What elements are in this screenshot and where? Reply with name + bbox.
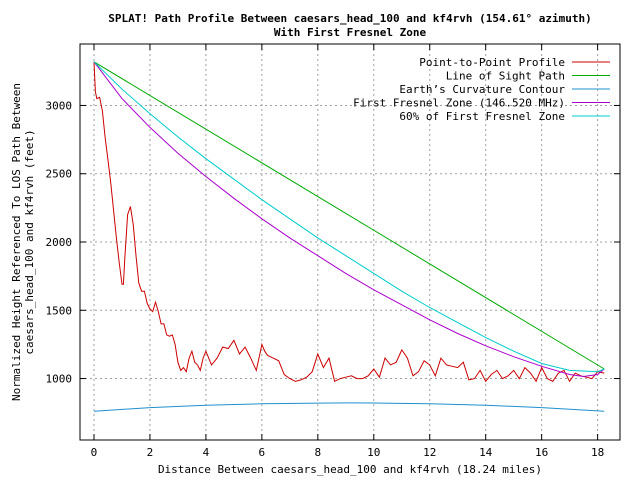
series-line-60-of-first-fresnel-zone	[93, 61, 605, 373]
legend-label: First Fresnel Zone (146.520 MHz)	[353, 97, 565, 110]
x-tick-label: 0	[91, 446, 98, 459]
legend-label: Line of Sight Path	[446, 70, 565, 83]
x-tick-label: 8	[315, 446, 322, 459]
y-tick-label: 1000	[46, 373, 73, 386]
x-tick-label: 12	[423, 446, 436, 459]
y-tick-label: 1500	[46, 304, 73, 317]
x-tick-label: 2	[147, 446, 154, 459]
x-tick-label: 14	[479, 446, 493, 459]
chart-title-line1: SPLAT! Path Profile Between caesars_head…	[108, 12, 591, 25]
legend-label: 60% of First Fresnel Zone	[399, 110, 565, 123]
series-line-line-of-sight-path	[93, 61, 605, 370]
legend-label: Point-to-Point Profile	[419, 56, 565, 69]
chart-title-line2: With First Fresnel Zone	[274, 26, 427, 39]
y-tick-label: 3000	[46, 99, 73, 112]
series-line-point-to-point-profile	[93, 61, 605, 383]
legend-label: Earth’s Curvature Contour	[399, 83, 565, 96]
x-tick-label: 10	[367, 446, 380, 459]
x-tick-label: 16	[535, 446, 548, 459]
y-tick-label: 2500	[46, 168, 73, 181]
series-line-earth-s-curvature-contour	[93, 402, 605, 412]
y-tick-label: 2000	[46, 236, 73, 249]
grid	[80, 44, 620, 440]
x-axis-label: Distance Between caesars_head_100 and kf…	[158, 463, 542, 476]
x-tick-label: 4	[203, 446, 210, 459]
y-axis-label-line1: Normalized Height Referenced To LOS Path…	[10, 83, 23, 401]
y-axis-label-line2: caesars_head_100 and kf4rvh (feet)	[23, 129, 36, 354]
x-tick-label: 6	[259, 446, 266, 459]
series-group	[93, 61, 605, 412]
x-tick-label: 18	[591, 446, 604, 459]
series-line-first-fresnel-zone-146-520-mhz	[93, 61, 605, 378]
axes: 0 2 4 6 8 10 12 14 16 18 1000 1500 2000 2500 3000	[46, 44, 620, 459]
